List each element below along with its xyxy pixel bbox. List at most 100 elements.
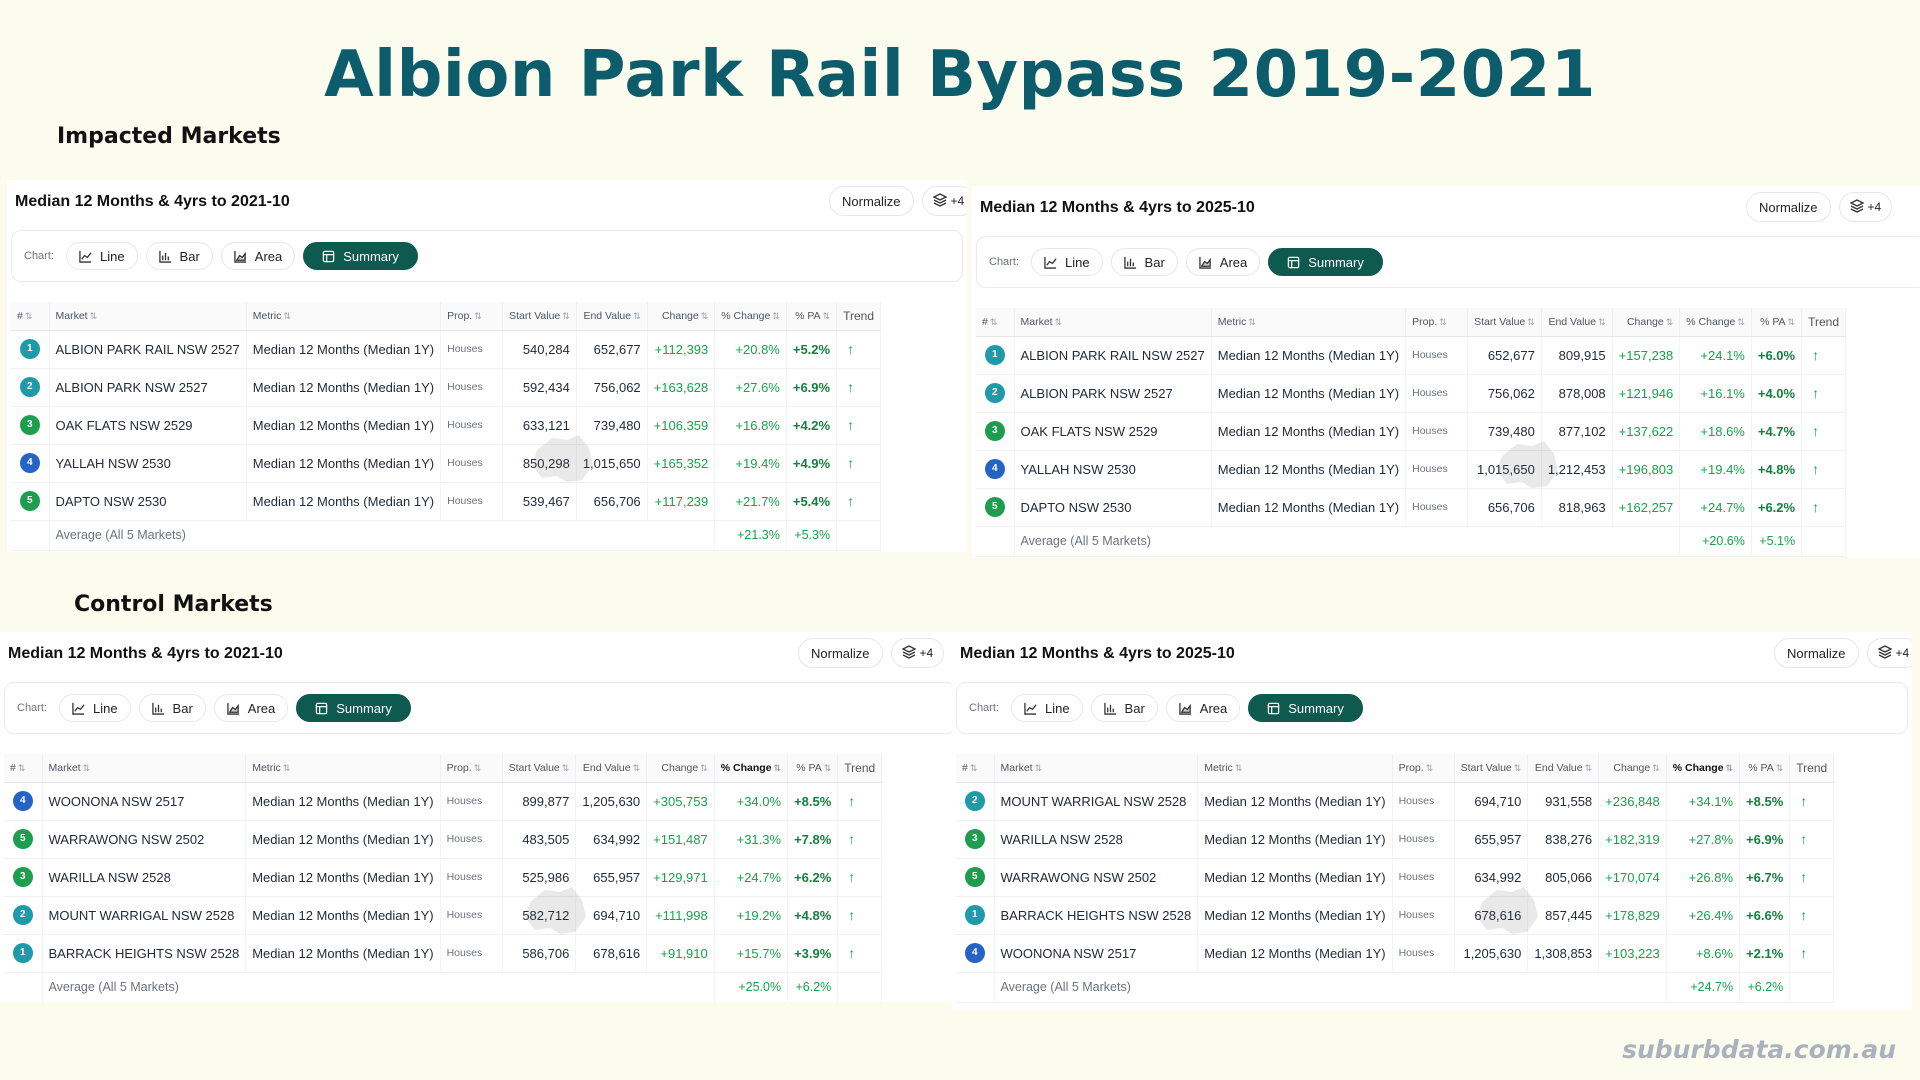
layers-button[interactable]: +4 — [1866, 638, 1912, 668]
table-row[interactable]: 4 WOONONA NSW 2517 Median 12 Months (Media… — [4, 782, 883, 821]
column-header-pa[interactable]: % PA ⇅ — [1739, 754, 1791, 783]
table-row[interactable]: 5 WARRAWONG NSW 2502 Median 12 Months (Med… — [956, 858, 1835, 897]
column-header-rank[interactable]: # ⇅ — [11, 302, 50, 331]
average-spacer — [4, 972, 43, 1002]
column-header-prop-label: Prop. — [1398, 761, 1424, 774]
chart-line-button[interactable]: Line — [1030, 248, 1103, 276]
prop-cell: Houses — [440, 782, 503, 821]
table-row[interactable]: 3 OAK FLATS NSW 2529 Median 12 Months (Med… — [11, 406, 882, 445]
table-row[interactable]: 5 DAPTO NSW 2530 Median 12 Months (Median … — [976, 488, 1847, 527]
column-header-end[interactable]: End Value ⇅ — [576, 302, 648, 331]
table-row[interactable]: 1 ALBION PARK RAIL NSW 2527 Median 12 Mont… — [11, 330, 882, 369]
column-header-change[interactable]: Change ⇅ — [1598, 754, 1667, 783]
column-header-prop[interactable]: Prop. ⇅ — [1405, 308, 1469, 337]
column-header-metric[interactable]: Metric ⇅ — [246, 302, 442, 331]
chart-area-button[interactable]: Area — [1185, 248, 1261, 276]
layers-button[interactable]: +4 — [1838, 192, 1893, 222]
column-header-start[interactable]: Start Value ⇅ — [1467, 308, 1542, 337]
chart-bar-button[interactable]: Bar — [138, 694, 206, 722]
market-cell: WOONONA NSW 2517 — [994, 934, 1199, 973]
layers-button[interactable]: +4 — [890, 638, 945, 668]
chart-summary-button[interactable]: Summary — [303, 242, 418, 270]
column-header-end[interactable]: End Value ⇅ — [575, 754, 648, 783]
column-header-metric[interactable]: Metric ⇅ — [1197, 754, 1393, 783]
column-header-trend[interactable]: Trend — [1789, 754, 1835, 783]
trend-up-icon: ↑ — [847, 455, 855, 471]
table-row[interactable]: 1 ALBION PARK RAIL NSW 2527 Median 12 Mont… — [976, 336, 1847, 375]
column-header-end[interactable]: End Value ⇅ — [1541, 308, 1613, 337]
column-header-trend[interactable]: Trend — [837, 754, 883, 783]
sort-icon: ⇅ — [1527, 316, 1535, 327]
chart-summary-button[interactable]: Summary — [1268, 248, 1383, 276]
column-header-pa[interactable]: % PA ⇅ — [787, 754, 839, 783]
column-header-pct[interactable]: % Change ⇅ — [1666, 754, 1741, 783]
column-header-change[interactable]: Change ⇅ — [1612, 308, 1681, 337]
chart-area-button[interactable]: Area — [1165, 694, 1241, 722]
chart-bar-button[interactable]: Bar — [145, 242, 213, 270]
table-row[interactable]: 3 WARILLA NSW 2528 Median 12 Months (Media… — [956, 820, 1835, 859]
normalize-button[interactable]: Normalize — [798, 638, 883, 668]
layers-button[interactable]: +4 — [921, 186, 967, 216]
start-value-cell: 655,957 — [1454, 820, 1529, 859]
column-header-market[interactable]: Market ⇅ — [994, 754, 1199, 783]
column-header-end[interactable]: End Value ⇅ — [1527, 754, 1600, 783]
table-row[interactable]: 3 OAK FLATS NSW 2529 Median 12 Months (Med… — [976, 412, 1847, 451]
prop-cell: Houses — [440, 444, 504, 483]
column-header-pa[interactable]: % PA ⇅ — [1751, 308, 1803, 337]
chart-summary-button[interactable]: Summary — [296, 694, 411, 722]
table-row[interactable]: 5 DAPTO NSW 2530 Median 12 Months (Median … — [11, 482, 882, 521]
impacted-markets-label: Impacted Markets — [57, 124, 281, 149]
column-header-rank[interactable]: # ⇅ — [4, 754, 43, 783]
column-header-start[interactable]: Start Value ⇅ — [502, 754, 577, 783]
pct-change-cell: +24.7% — [714, 858, 789, 897]
chart-line-button[interactable]: Line — [58, 694, 131, 722]
table-row[interactable]: 2 MOUNT WARRIGAL NSW 2528 Median 12 Months… — [956, 782, 1835, 821]
normalize-button[interactable]: Normalize — [1774, 638, 1859, 668]
column-header-pct[interactable]: % Change ⇅ — [1679, 308, 1752, 337]
table-row[interactable]: 3 WARILLA NSW 2528 Median 12 Months (Media… — [4, 858, 883, 897]
column-header-metric[interactable]: Metric ⇅ — [245, 754, 441, 783]
column-header-pct[interactable]: % Change ⇅ — [714, 754, 789, 783]
column-header-trend[interactable]: Trend — [1801, 308, 1847, 337]
prop-cell: Houses — [440, 934, 503, 973]
column-header-prop[interactable]: Prop. ⇅ — [440, 754, 503, 783]
table-row[interactable]: 2 ALBION PARK NSW 2527 Median 12 Months (M… — [976, 374, 1847, 413]
chart-line-button[interactable]: Line — [1010, 694, 1083, 722]
column-header-rank[interactable]: # ⇅ — [956, 754, 995, 783]
column-header-market[interactable]: Market ⇅ — [1014, 308, 1212, 337]
table-row[interactable]: 2 MOUNT WARRIGAL NSW 2528 Median 12 Months… — [4, 896, 883, 935]
column-header-pa-label: % PA — [1748, 761, 1774, 774]
column-header-rank[interactable]: # ⇅ — [976, 308, 1015, 337]
table-row[interactable]: 1 BARRACK HEIGHTS NSW 2528 Median 12 Month… — [956, 896, 1835, 935]
table-row[interactable]: 4 YALLAH NSW 2530 Median 12 Months (Median… — [976, 450, 1847, 489]
column-header-change[interactable]: Change ⇅ — [646, 754, 715, 783]
chart-summary-button[interactable]: Summary — [1248, 694, 1363, 722]
column-header-metric[interactable]: Metric ⇅ — [1211, 308, 1407, 337]
table-row[interactable]: 4 WOONONA NSW 2517 Median 12 Months (Media… — [956, 934, 1835, 973]
column-header-start[interactable]: Start Value ⇅ — [502, 302, 577, 331]
column-header-market[interactable]: Market ⇅ — [49, 302, 247, 331]
column-header-pa[interactable]: % PA ⇅ — [786, 302, 838, 331]
pct-change-cell: +21.7% — [714, 482, 787, 521]
normalize-button[interactable]: Normalize — [1746, 192, 1831, 222]
column-header-pct[interactable]: % Change ⇅ — [714, 302, 787, 331]
table-row[interactable]: 4 YALLAH NSW 2530 Median 12 Months (Median… — [11, 444, 882, 483]
table-row[interactable]: 5 WARRAWONG NSW 2502 Median 12 Months (Med… — [4, 820, 883, 859]
change-cell: +151,487 — [646, 820, 715, 859]
chart-area-button[interactable]: Area — [213, 694, 289, 722]
normalize-button[interactable]: Normalize — [829, 186, 914, 216]
column-header-prop[interactable]: Prop. ⇅ — [1392, 754, 1455, 783]
end-value-cell: 1,015,650 — [576, 444, 648, 483]
table-row[interactable]: 1 BARRACK HEIGHTS NSW 2528 Median 12 Month… — [4, 934, 883, 973]
column-header-market[interactable]: Market ⇅ — [42, 754, 247, 783]
table-row[interactable]: 2 ALBION PARK NSW 2527 Median 12 Months (M… — [11, 368, 882, 407]
column-header-trend[interactable]: Trend — [836, 302, 882, 331]
chart-line-button[interactable]: Line — [65, 242, 138, 270]
column-header-prop[interactable]: Prop. ⇅ — [440, 302, 504, 331]
chart-area-button[interactable]: Area — [220, 242, 296, 270]
column-header-pa-label: % PA — [795, 309, 821, 322]
chart-bar-button[interactable]: Bar — [1090, 694, 1158, 722]
column-header-start[interactable]: Start Value ⇅ — [1454, 754, 1529, 783]
chart-bar-button[interactable]: Bar — [1110, 248, 1178, 276]
column-header-change[interactable]: Change ⇅ — [647, 302, 716, 331]
